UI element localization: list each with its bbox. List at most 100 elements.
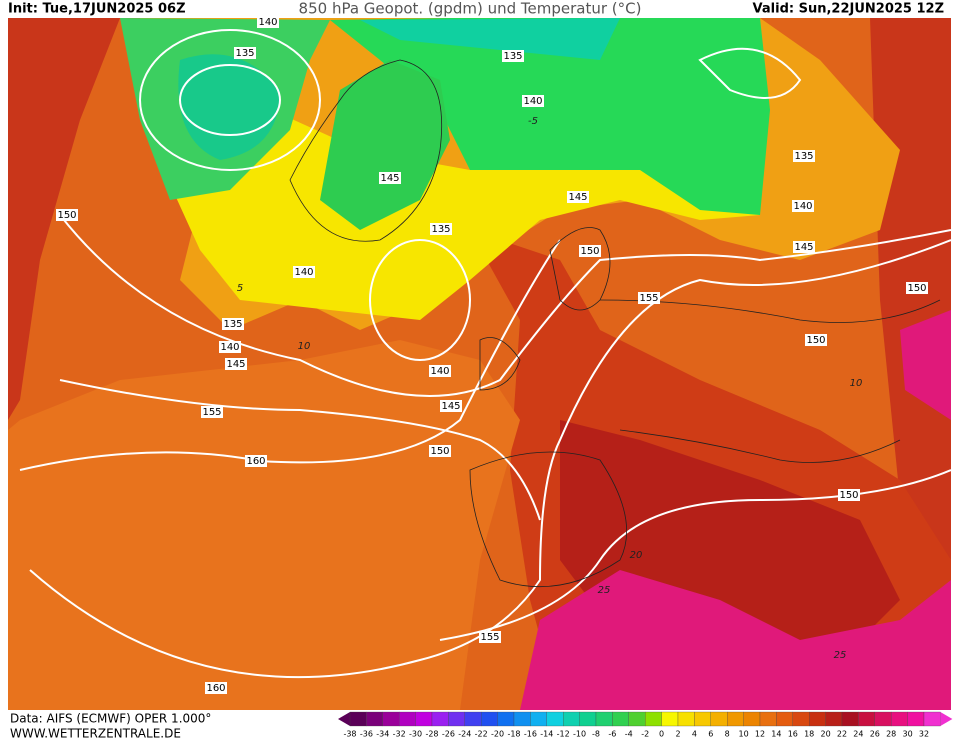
colorbar-swatch <box>546 711 564 727</box>
temperature-label: 20 <box>630 550 643 561</box>
colorbar-swatch <box>628 711 646 727</box>
geopotential-label-box <box>379 172 401 184</box>
colorbar-label: -14 <box>540 730 553 739</box>
colorbar-swatch <box>497 711 515 727</box>
colorbar-swatch <box>677 711 695 727</box>
colorbar-label: -2 <box>641 730 649 739</box>
colorbar-swatch <box>431 711 449 727</box>
colorbar-swatch <box>858 711 875 727</box>
colorbar-swatch <box>743 711 761 727</box>
geopotential-label-box <box>502 50 524 62</box>
colorbar-label: -18 <box>507 730 520 739</box>
colorbar-swatch <box>809 711 826 727</box>
geopotential-label-box <box>567 191 589 203</box>
temperature-label: 25 <box>598 585 611 596</box>
colorbar-label: 30 <box>903 730 913 739</box>
geopotential-label-box <box>219 341 241 353</box>
geopotential-label: 150 <box>580 246 599 257</box>
colorbar-arrow-left <box>338 712 350 726</box>
colorbar-label: -16 <box>524 730 537 739</box>
colorbar-swatch <box>694 711 711 727</box>
geopotential-label: 150 <box>430 446 449 457</box>
geopotential-label: 145 <box>794 242 813 253</box>
colorbar-swatch <box>415 711 433 727</box>
geopotential-label-box <box>293 266 315 278</box>
colorbar-swatch <box>923 711 941 727</box>
geopotential-label-box <box>440 400 462 412</box>
geopotential-label: 140 <box>294 267 313 278</box>
geopotential-label: 135 <box>223 319 242 330</box>
colorbar-swatch <box>710 711 728 727</box>
geopotential-label-box <box>430 223 452 235</box>
geopotential-label: 155 <box>202 407 221 418</box>
colorbar-label: -10 <box>573 730 586 739</box>
temperature-label: 25 <box>834 650 847 661</box>
geopotential-label-box <box>205 682 227 694</box>
geopotential-label: 135 <box>503 51 522 62</box>
geopotential-label-box <box>257 16 279 28</box>
colorbar-label: 28 <box>886 730 896 739</box>
map-title: 850 hPa Geopot. (gpdm) und Temperatur (°… <box>299 0 642 18</box>
geopotential-label: 145 <box>380 173 399 184</box>
geopotential-label-box <box>793 150 815 162</box>
geopotential-label-box <box>222 318 244 330</box>
colorbar-swatch <box>382 711 400 727</box>
geopotential-label-box <box>805 334 827 346</box>
geopotential-label-box <box>225 358 247 370</box>
colorbar-label: 26 <box>870 730 880 739</box>
colorbar-swatch <box>776 711 793 727</box>
colorbar-swatch <box>891 711 908 727</box>
geopotential-label: 155 <box>639 293 658 304</box>
temperature-label: -5 <box>528 116 538 127</box>
data-source: Data: AIFS (ECMWF) OPER 1.000° <box>10 712 211 726</box>
colorbar-label: 22 <box>837 730 847 739</box>
geopotential-label: 135 <box>794 151 813 162</box>
colorbar-swatch <box>513 711 531 727</box>
colorbar-label: 4 <box>692 730 697 739</box>
colorbar-label: -20 <box>491 730 504 739</box>
geopotential-label-box <box>479 631 501 643</box>
geopotential-label-box <box>201 406 223 418</box>
colorbar-label: 18 <box>804 730 814 739</box>
geopotential-label: 135 <box>431 224 450 235</box>
colorbar-label: 32 <box>919 730 929 739</box>
colorbar-label: -34 <box>376 730 389 739</box>
colorbar-swatch <box>579 711 597 727</box>
geopotential-label: 150 <box>839 490 858 501</box>
colorbar: -38 -36 -34 -32 -30 -28 -26 -24 -22 -20 -18 -16 -14-… <box>338 711 953 739</box>
colorbar-swatch <box>792 711 810 727</box>
colorbar-swatch <box>612 711 629 727</box>
geopotential-label-box <box>579 245 601 257</box>
colorbar-label: 14 <box>771 730 781 739</box>
geopotential-label-box <box>838 489 860 501</box>
geopotential-label: 140 <box>258 17 277 28</box>
valid-time: Valid: Sun,22JUN2025 12Z <box>753 2 944 17</box>
colorbar-swatch <box>464 711 482 727</box>
colorbar-swatch <box>759 711 777 727</box>
geopotential-label-box <box>792 200 814 212</box>
colorbar-swatch <box>874 711 892 727</box>
colorbar-swatch <box>448 711 465 727</box>
geopotential-label: 155 <box>480 632 499 643</box>
colorbar-swatch <box>595 711 613 727</box>
temperature-label: 10 <box>298 341 311 352</box>
geopotential-label-box <box>429 445 451 457</box>
colorbar-swatch <box>349 711 367 727</box>
colorbar-label: -8 <box>592 730 600 739</box>
colorbar-label: 8 <box>725 730 730 739</box>
geopotential-label: 145 <box>568 192 587 203</box>
colorbar-label: 0 <box>659 730 664 739</box>
colorbar-swatch <box>661 711 679 727</box>
colorbar-label: -36 <box>360 730 373 739</box>
colorbar-label: 2 <box>675 730 680 739</box>
colorbar-label: -12 <box>557 730 570 739</box>
colorbar-label: 24 <box>853 730 863 739</box>
geopotential-label-box <box>793 241 815 253</box>
geopotential-label-box <box>522 95 544 107</box>
colorbar-label: -24 <box>458 730 471 739</box>
colorbar-swatch <box>399 711 416 727</box>
colorbar-arrow-right <box>940 712 953 726</box>
geopotential-label: 150 <box>57 210 76 221</box>
init-time: Init: Tue,17JUN2025 06Z <box>8 2 186 17</box>
colorbar-swatch <box>563 711 580 727</box>
